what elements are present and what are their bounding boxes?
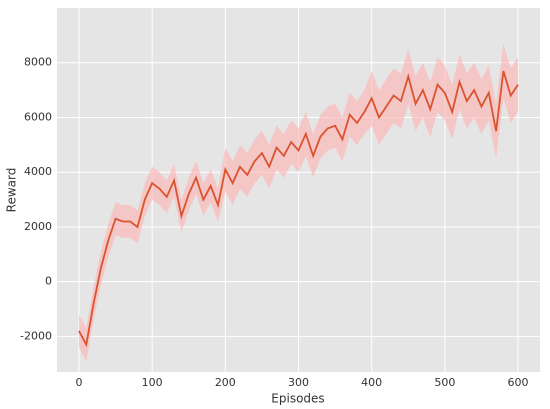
y-axis-title: Reward: [5, 168, 19, 213]
x-tick-label: 200: [215, 376, 236, 389]
x-tick-label: 300: [288, 376, 309, 389]
y-tick-label: 4000: [24, 165, 52, 178]
x-tick-label: 600: [508, 376, 529, 389]
line: [78, 70, 519, 348]
y-tick-label: -2000: [20, 329, 52, 342]
x-tick-label: 500: [434, 376, 455, 389]
band: [78, 43, 519, 362]
y-tick-label: 8000: [24, 56, 52, 69]
x-axis-title: Episodes: [271, 392, 324, 406]
y-tick-label: 0: [45, 275, 52, 288]
y-tick-label: 6000: [24, 110, 52, 123]
y-tick-label: 2000: [24, 220, 52, 233]
x-tick-label: 0: [75, 376, 82, 389]
x-tick-label: 100: [142, 376, 163, 389]
x-tick-label: 400: [361, 376, 382, 389]
